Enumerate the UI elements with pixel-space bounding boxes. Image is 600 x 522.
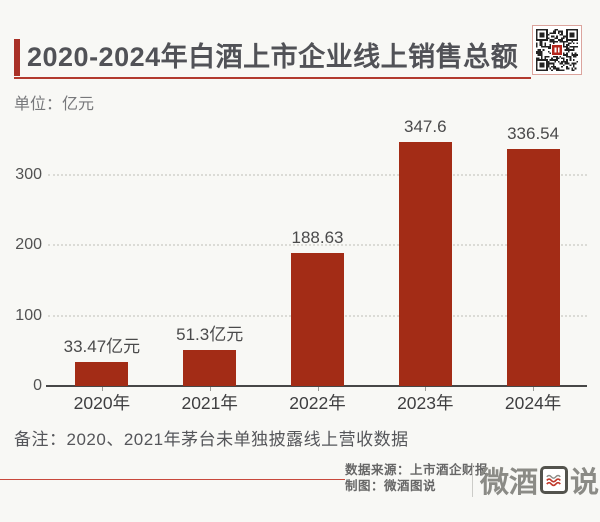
bar-value-label: 188.63 [291, 228, 344, 248]
bar-2022年 [291, 253, 344, 386]
x-axis-tick [425, 387, 427, 391]
brand-logo: 微酒 说 [480, 462, 600, 499]
title-underline [14, 77, 531, 79]
page-title: 2020-2024年白酒上市企业线上销售总额 [27, 42, 519, 72]
title-accent-bar [14, 39, 20, 76]
y-axis-label-0: 0 [33, 377, 42, 394]
x-axis-tick [101, 387, 103, 391]
bar-value-label: 347.6 [404, 116, 447, 136]
footer-separator [472, 463, 473, 497]
wave-lines-icon [540, 466, 569, 494]
bar-2024年 [506, 149, 560, 386]
bar-2023年 [398, 141, 452, 386]
footer-credits: 数据来源：上市酒企财报 制图：微酒图说 [345, 463, 488, 494]
qr-code-icon [532, 25, 582, 75]
y-axis-label-200: 200 [15, 236, 42, 254]
x-axis-label: 2020年 [73, 393, 131, 413]
bar-2020年 [75, 362, 129, 386]
x-axis-line [46, 385, 587, 387]
bar-value-label: 33.47亿元 [63, 337, 141, 357]
data-source-line: 数据来源：上市酒企财报 [345, 463, 489, 477]
x-axis-tick [209, 387, 211, 391]
x-axis-label: 2021年 [181, 393, 238, 413]
bar-value-label: 51.3亿元 [176, 324, 244, 344]
chart-credit-line: 制图：微酒图说 [345, 478, 437, 493]
x-axis-label: 2023年 [397, 393, 454, 413]
gridline-300 [48, 174, 587, 176]
x-axis-tick [317, 387, 319, 391]
y-axis-label-300: 300 [15, 166, 42, 183]
x-axis-label: 2022年 [289, 393, 346, 413]
footnote: 备注：2020、2021年茅台未单独披露线上营收数据 [14, 430, 409, 449]
logo-text-right: 说 [570, 467, 600, 499]
gridline-200 [48, 244, 587, 247]
bar-value-label: 336.54 [507, 124, 560, 144]
x-axis-label: 2024年 [504, 393, 562, 413]
x-axis-tick [533, 387, 535, 391]
bar-2021年 [183, 349, 237, 386]
y-axis-label-100: 100 [15, 306, 42, 324]
footer-divider-line [0, 479, 345, 480]
logo-text-left: 微酒 [480, 467, 539, 499]
unit-label: 单位：亿元 [14, 96, 95, 113]
